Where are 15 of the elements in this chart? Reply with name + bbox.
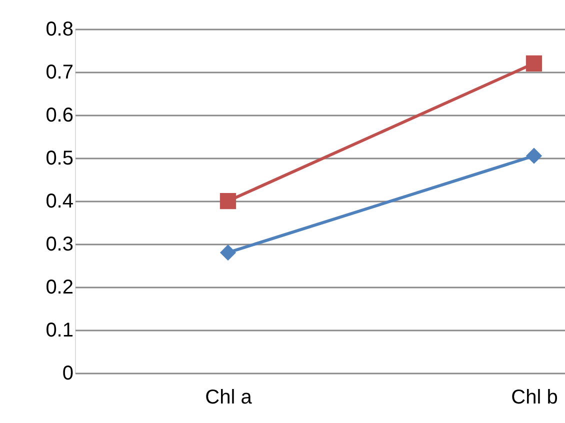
y-tick-label: 0.2 [46, 276, 74, 298]
point [220, 192, 236, 210]
point [526, 55, 542, 72]
x-tick-label: Chl b [511, 386, 558, 408]
y-tick-label: 0.8 [46, 18, 74, 40]
y-tick-label: 0.5 [46, 148, 74, 170]
y-tick-label: 0 [62, 362, 74, 384]
point [220, 244, 236, 261]
y-tick-label: 0.3 [46, 234, 74, 256]
y-tick-label: 0.7 [46, 62, 74, 84]
y-tick-label: 0.4 [46, 190, 74, 212]
x-tick-label: Chl a [205, 386, 253, 408]
point [526, 148, 542, 164]
y-tick-label: 0.1 [46, 320, 74, 342]
y-tick-label: 0.6 [46, 104, 74, 126]
